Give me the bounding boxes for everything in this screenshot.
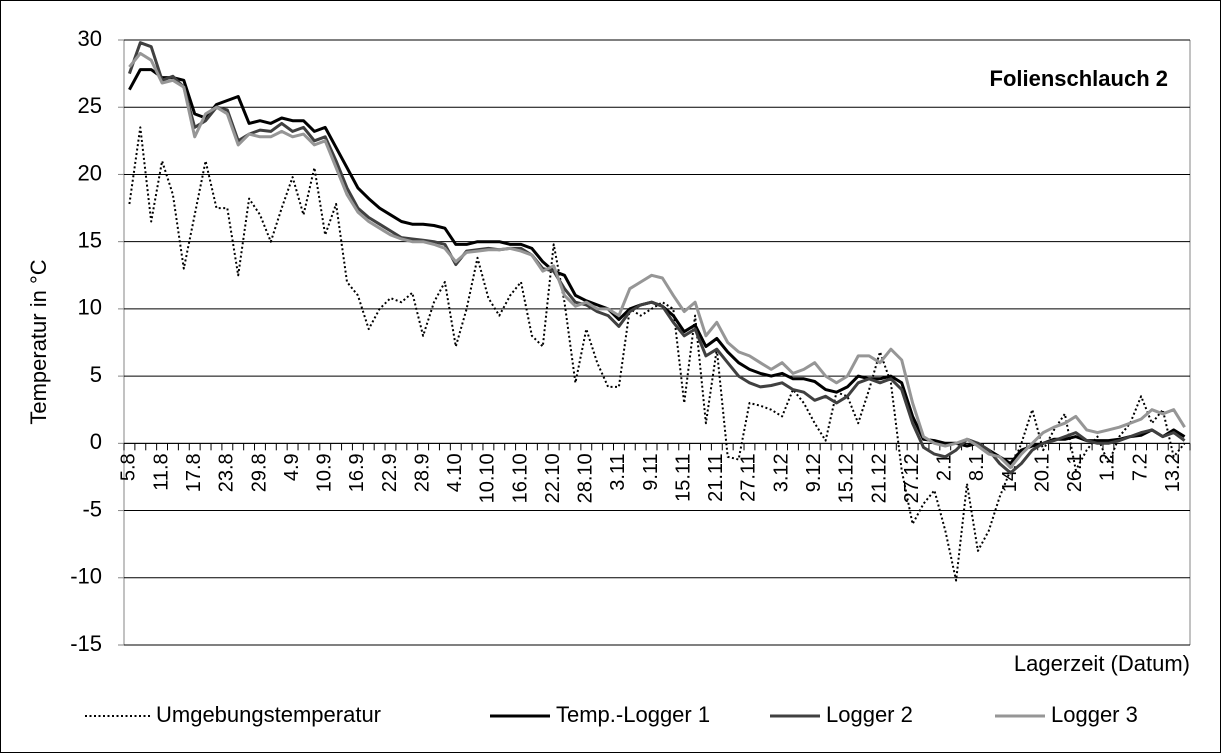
x-tick-label: 8.1: [966, 453, 988, 481]
x-tick-label: 28.10: [575, 453, 597, 503]
series-line: [128, 126, 1186, 582]
x-tick-label: 7.2: [1129, 453, 1151, 481]
y-tick-label: 5: [90, 362, 102, 387]
x-tick-label: 4.10: [444, 453, 466, 492]
x-tick-label: 22.10: [542, 453, 564, 503]
legend-label: Umgebungstemperatur: [156, 702, 381, 727]
y-tick-label: 0: [90, 429, 102, 454]
x-tick-label: 27.12: [901, 453, 923, 503]
chart-title: Folienschlauch 2: [990, 66, 1169, 91]
x-tick-label: 10.9: [314, 453, 336, 492]
x-tick-label: 15.11: [672, 453, 694, 502]
x-tick-label: 5.8: [118, 453, 140, 481]
legend-label: Logger 3: [1051, 702, 1138, 727]
y-tick-label: 30: [78, 26, 102, 51]
x-tick-label: 13.2: [1162, 453, 1184, 492]
x-tick-label: 16.9: [346, 453, 368, 492]
x-tick-label: 11.8: [150, 453, 172, 490]
y-tick-label: -15: [70, 631, 102, 656]
x-tick-label: 9.11: [640, 453, 662, 490]
x-tick-label: 27.11: [738, 453, 760, 502]
x-axis-title: Lagerzeit (Datum): [1014, 651, 1190, 676]
x-tick-label: 22.9: [379, 453, 401, 492]
x-tick-label: 29.8: [248, 453, 270, 492]
legend-label: Logger 2: [826, 702, 913, 727]
y-axis-title: Temperatur in °C: [26, 259, 51, 424]
x-tick-label: 16.10: [509, 453, 531, 503]
x-tick-label: 10.10: [477, 453, 499, 503]
y-tick-label: -10: [70, 564, 102, 589]
y-tick-label: 10: [78, 295, 102, 320]
x-tick-label: 4.9: [281, 453, 303, 481]
x-tick-label: 3.11: [607, 453, 629, 490]
x-tick-label: 28.9: [411, 453, 433, 492]
x-tick-label: 1.2: [1097, 453, 1119, 481]
y-tick-label: 25: [78, 93, 102, 118]
series-line: [128, 51, 1186, 469]
legend-label: Temp.-Logger 1: [556, 702, 710, 727]
series-line: [127, 41, 1186, 475]
x-tick-label: 21.12: [868, 453, 890, 503]
y-tick-label: 20: [78, 160, 102, 185]
x-tick-label: 23.8: [216, 453, 238, 492]
x-tick-label: 15.12: [836, 453, 858, 503]
x-tick-label: 20.1: [1031, 453, 1053, 492]
x-tick-label: 21.11: [705, 453, 727, 502]
y-tick-label: 15: [78, 227, 102, 252]
x-tick-label: 3.12: [770, 453, 792, 492]
x-tick-label: 17.8: [183, 453, 205, 492]
x-tick-label: 9.12: [803, 453, 825, 492]
x-tick-label: 2.1: [934, 453, 956, 481]
y-tick-label: -5: [82, 496, 102, 521]
